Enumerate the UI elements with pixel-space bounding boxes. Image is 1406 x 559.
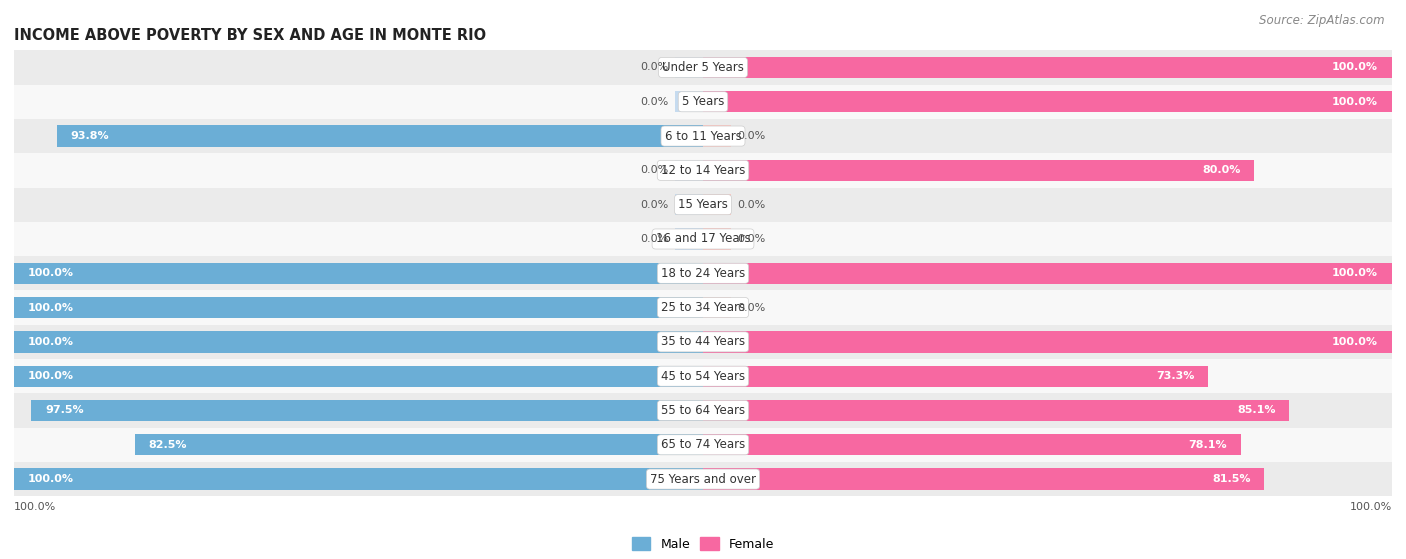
Text: 85.1%: 85.1% bbox=[1237, 405, 1275, 415]
Text: 45 to 54 Years: 45 to 54 Years bbox=[661, 369, 745, 383]
Text: 100.0%: 100.0% bbox=[1331, 268, 1378, 278]
Text: 12 to 14 Years: 12 to 14 Years bbox=[661, 164, 745, 177]
Bar bbox=[14, 119, 1392, 153]
Text: 6 to 11 Years: 6 to 11 Years bbox=[665, 130, 741, 143]
Bar bbox=[14, 263, 703, 284]
Bar bbox=[703, 194, 731, 215]
Text: Under 5 Years: Under 5 Years bbox=[662, 61, 744, 74]
Text: 0.0%: 0.0% bbox=[738, 200, 766, 210]
Text: 81.5%: 81.5% bbox=[1212, 474, 1251, 484]
Bar bbox=[14, 428, 1392, 462]
Text: 100.0%: 100.0% bbox=[1350, 503, 1392, 513]
Bar bbox=[14, 291, 1392, 325]
Text: 97.5%: 97.5% bbox=[45, 405, 84, 415]
Text: 0.0%: 0.0% bbox=[738, 302, 766, 312]
Bar bbox=[703, 228, 731, 250]
Bar bbox=[14, 325, 1392, 359]
Legend: Male, Female: Male, Female bbox=[627, 532, 779, 556]
Bar bbox=[14, 84, 1392, 119]
Text: 25 to 34 Years: 25 to 34 Years bbox=[661, 301, 745, 314]
Text: 5 Years: 5 Years bbox=[682, 95, 724, 108]
Text: 78.1%: 78.1% bbox=[1188, 440, 1227, 450]
Text: 0.0%: 0.0% bbox=[640, 200, 669, 210]
Text: 16 and 17 Years: 16 and 17 Years bbox=[655, 233, 751, 245]
Bar bbox=[14, 359, 1392, 394]
Text: 100.0%: 100.0% bbox=[28, 371, 75, 381]
Text: 65 to 74 Years: 65 to 74 Years bbox=[661, 438, 745, 451]
Text: 18 to 24 Years: 18 to 24 Years bbox=[661, 267, 745, 280]
Bar bbox=[14, 222, 1392, 256]
Bar bbox=[703, 434, 1241, 456]
Text: Source: ZipAtlas.com: Source: ZipAtlas.com bbox=[1260, 14, 1385, 27]
Bar bbox=[675, 194, 703, 215]
Text: 100.0%: 100.0% bbox=[28, 268, 75, 278]
Text: 100.0%: 100.0% bbox=[28, 337, 75, 347]
Text: INCOME ABOVE POVERTY BY SEX AND AGE IN MONTE RIO: INCOME ABOVE POVERTY BY SEX AND AGE IN M… bbox=[14, 29, 486, 44]
Text: 80.0%: 80.0% bbox=[1202, 165, 1240, 176]
Bar bbox=[703, 468, 1264, 490]
Bar bbox=[703, 297, 731, 318]
Text: 100.0%: 100.0% bbox=[28, 474, 75, 484]
Text: 55 to 64 Years: 55 to 64 Years bbox=[661, 404, 745, 417]
Bar bbox=[14, 50, 1392, 84]
Text: 35 to 44 Years: 35 to 44 Years bbox=[661, 335, 745, 348]
Bar bbox=[703, 263, 1392, 284]
Bar bbox=[703, 331, 1392, 353]
Bar bbox=[14, 366, 703, 387]
Bar bbox=[675, 228, 703, 250]
Bar bbox=[675, 160, 703, 181]
Bar bbox=[703, 366, 1208, 387]
Bar bbox=[703, 125, 731, 146]
Bar bbox=[703, 400, 1289, 421]
Bar bbox=[14, 153, 1392, 187]
Text: 0.0%: 0.0% bbox=[640, 165, 669, 176]
Bar bbox=[14, 256, 1392, 291]
Bar bbox=[14, 462, 1392, 496]
Text: 93.8%: 93.8% bbox=[70, 131, 110, 141]
Bar bbox=[703, 91, 1392, 112]
Text: 100.0%: 100.0% bbox=[1331, 337, 1378, 347]
Text: 100.0%: 100.0% bbox=[1331, 63, 1378, 73]
Text: 100.0%: 100.0% bbox=[28, 302, 75, 312]
Text: 0.0%: 0.0% bbox=[640, 234, 669, 244]
Bar bbox=[675, 91, 703, 112]
Text: 15 Years: 15 Years bbox=[678, 198, 728, 211]
Text: 0.0%: 0.0% bbox=[738, 234, 766, 244]
Bar bbox=[135, 434, 703, 456]
Text: 0.0%: 0.0% bbox=[738, 131, 766, 141]
Bar bbox=[703, 57, 1392, 78]
Text: 75 Years and over: 75 Years and over bbox=[650, 472, 756, 486]
Bar bbox=[14, 468, 703, 490]
Bar bbox=[14, 331, 703, 353]
Text: 82.5%: 82.5% bbox=[149, 440, 187, 450]
Bar bbox=[14, 297, 703, 318]
Bar bbox=[14, 394, 1392, 428]
Text: 100.0%: 100.0% bbox=[1331, 97, 1378, 107]
Text: 0.0%: 0.0% bbox=[640, 97, 669, 107]
Bar bbox=[31, 400, 703, 421]
Bar bbox=[703, 160, 1254, 181]
Bar bbox=[675, 57, 703, 78]
Bar bbox=[56, 125, 703, 146]
Text: 100.0%: 100.0% bbox=[14, 503, 56, 513]
Text: 73.3%: 73.3% bbox=[1156, 371, 1194, 381]
Text: 0.0%: 0.0% bbox=[640, 63, 669, 73]
Bar bbox=[14, 187, 1392, 222]
